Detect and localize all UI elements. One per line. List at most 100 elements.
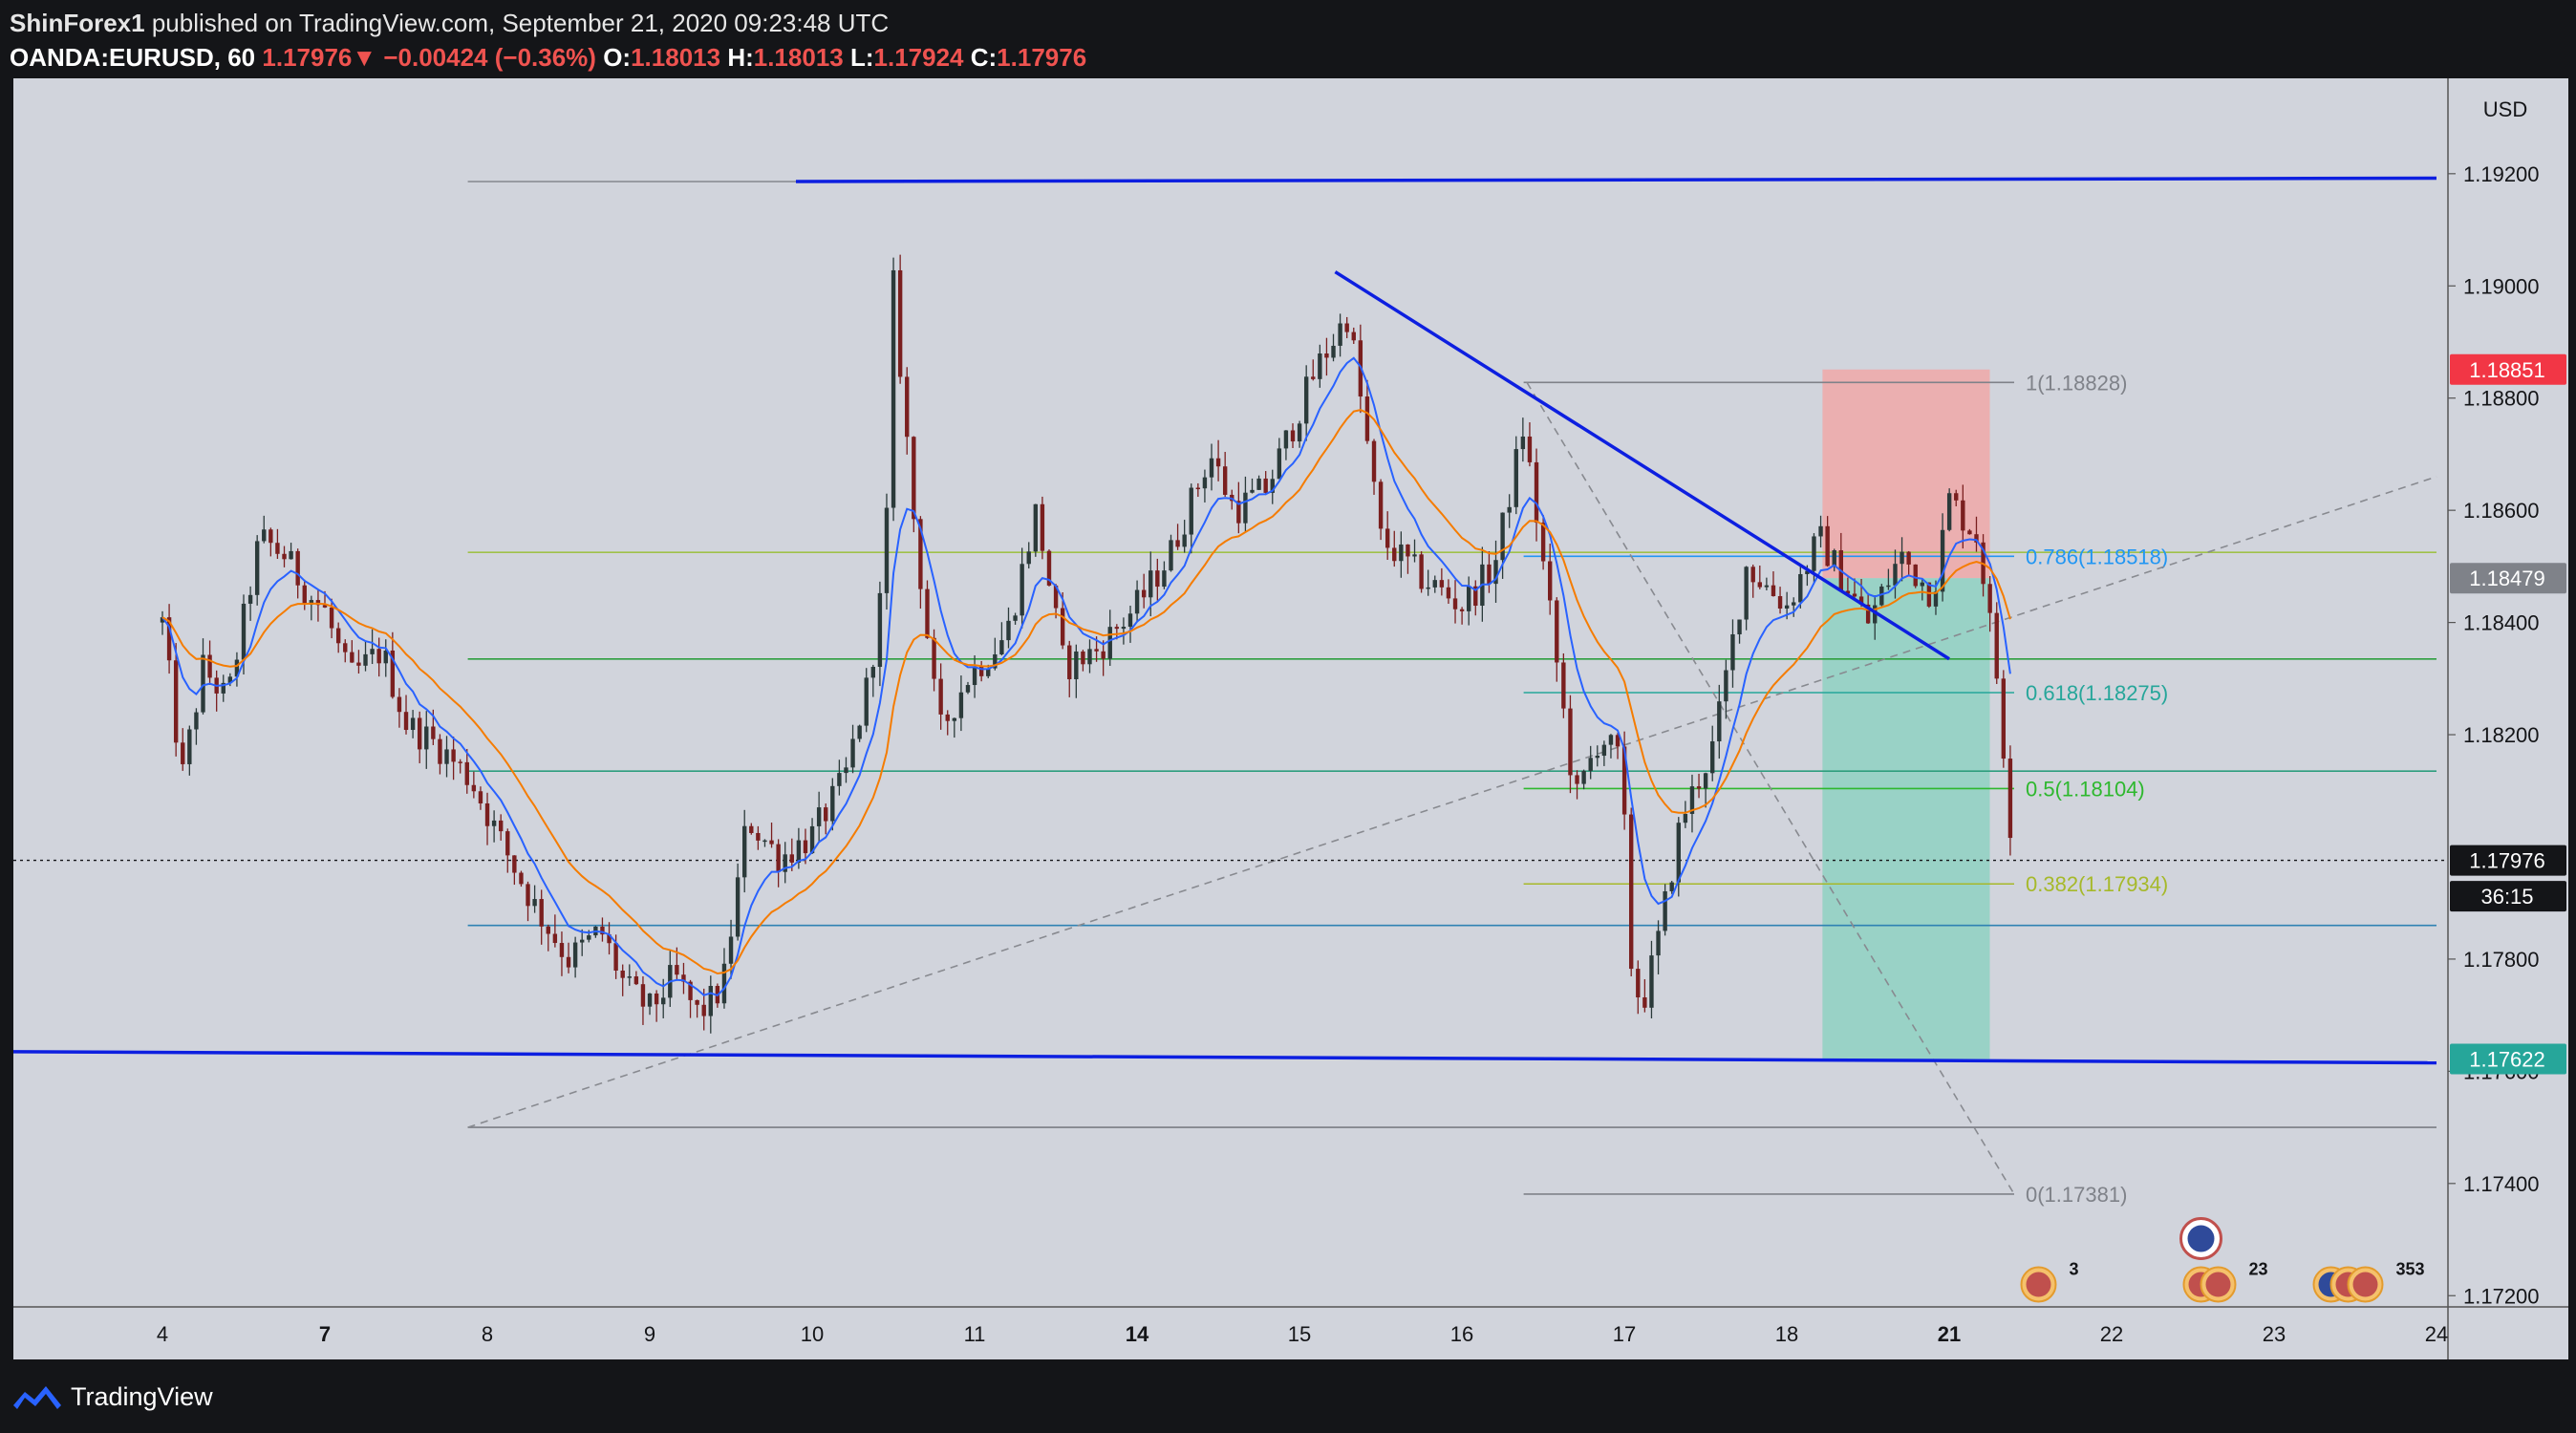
candle xyxy=(640,975,646,1025)
candle xyxy=(1250,478,1255,494)
candle-body xyxy=(289,550,293,560)
candle xyxy=(1656,920,1661,974)
price-tick-label: 1.18800 xyxy=(2463,387,2540,411)
candle-body xyxy=(1500,512,1505,561)
candle xyxy=(1324,337,1329,376)
candle-body xyxy=(945,714,950,721)
price-tick-label: 1.19000 xyxy=(2463,274,2540,298)
candle xyxy=(498,814,504,841)
candle xyxy=(647,993,653,1016)
price-tick-label: 1.17200 xyxy=(2463,1284,2540,1308)
candle xyxy=(1771,571,1776,597)
candle-body xyxy=(1595,756,1599,759)
author-name[interactable]: ShinForex1 xyxy=(10,9,145,37)
candle xyxy=(633,971,639,986)
candle-body xyxy=(1621,746,1627,815)
candle xyxy=(1744,566,1749,631)
candle xyxy=(1893,549,1898,599)
candle xyxy=(552,914,558,948)
candle xyxy=(173,643,179,757)
candle-body xyxy=(1256,478,1261,490)
candle-body xyxy=(905,376,910,438)
candle-body xyxy=(552,933,558,944)
candle xyxy=(1439,567,1445,596)
time-tick-label: 16 xyxy=(1450,1322,1473,1346)
us-flag-icon xyxy=(2205,1272,2231,1297)
candle-body xyxy=(1636,969,1641,998)
economic-event-marker[interactable]: 353 xyxy=(2312,1260,2425,1303)
candle-body xyxy=(1737,619,1742,634)
symbol-label[interactable]: OANDA:EURUSD, 60 xyxy=(10,43,256,72)
candle-body xyxy=(1459,609,1465,611)
candle-body xyxy=(972,666,977,686)
time-tick-label: 18 xyxy=(1775,1322,1798,1346)
candle-body xyxy=(1812,536,1816,571)
candle-body xyxy=(234,659,240,677)
candle-body xyxy=(424,726,429,750)
candle-body xyxy=(762,840,767,843)
candle xyxy=(1087,639,1092,674)
candle-body xyxy=(580,939,585,943)
economic-event-marker[interactable]: 23 xyxy=(2179,1217,2268,1303)
candle xyxy=(1520,417,1526,462)
candle-body xyxy=(816,807,822,826)
candle xyxy=(1777,587,1783,614)
candle-body xyxy=(1534,461,1539,524)
candle-body xyxy=(587,935,591,940)
candle-body xyxy=(1033,503,1039,552)
tradingview-brand[interactable]: TradingView xyxy=(11,1378,213,1416)
candle-body xyxy=(1134,589,1140,614)
candle xyxy=(1764,577,1770,590)
candle xyxy=(844,757,848,783)
candle-body xyxy=(1446,587,1451,599)
low-value: 1.17924 xyxy=(873,43,964,72)
candle-body xyxy=(1832,550,1836,567)
descending-trendline xyxy=(1334,270,1950,661)
candle-body xyxy=(647,993,653,1007)
candle xyxy=(1297,420,1302,448)
economic-event-marker[interactable]: 3 xyxy=(2020,1260,2079,1303)
candle-body xyxy=(295,550,300,586)
candle xyxy=(708,975,713,1034)
candle-body xyxy=(824,807,828,822)
candle-body xyxy=(417,717,422,750)
candle xyxy=(1209,443,1214,491)
candle xyxy=(870,664,876,697)
candle xyxy=(403,695,409,735)
price-tick-label: 1.18200 xyxy=(2463,723,2540,747)
candle-body xyxy=(1155,570,1160,588)
candle xyxy=(695,999,699,1018)
candle xyxy=(1595,745,1599,767)
candle-body xyxy=(1277,448,1282,480)
candle-body xyxy=(958,692,964,718)
candle xyxy=(410,710,416,738)
candle xyxy=(912,436,916,533)
candle-body xyxy=(701,1004,706,1016)
candle-body xyxy=(1364,396,1370,441)
candle xyxy=(1121,617,1127,645)
candle-body xyxy=(1162,570,1167,588)
candle-body xyxy=(1263,478,1268,493)
time-tick-label: 17 xyxy=(1613,1322,1636,1346)
price-axis xyxy=(2448,78,2568,1359)
candle-body xyxy=(370,649,375,654)
candle-body xyxy=(1548,561,1553,601)
down-arrow-icon: ▼ xyxy=(352,43,377,72)
candle xyxy=(830,778,835,831)
time-tick-label: 14 xyxy=(1126,1322,1149,1346)
candle-body xyxy=(471,784,477,792)
candle xyxy=(884,493,890,610)
candle xyxy=(1459,607,1465,625)
candle-body xyxy=(1311,376,1316,379)
candle-body xyxy=(857,725,862,739)
candle xyxy=(742,809,747,893)
candle xyxy=(1994,602,1999,684)
candle-body xyxy=(1852,593,1857,597)
candle-body xyxy=(350,652,354,663)
candle-body xyxy=(343,643,348,652)
candle-body xyxy=(1466,586,1471,611)
candle-body xyxy=(1893,564,1898,586)
candle-body xyxy=(1182,534,1187,547)
candle-body xyxy=(1215,458,1221,467)
